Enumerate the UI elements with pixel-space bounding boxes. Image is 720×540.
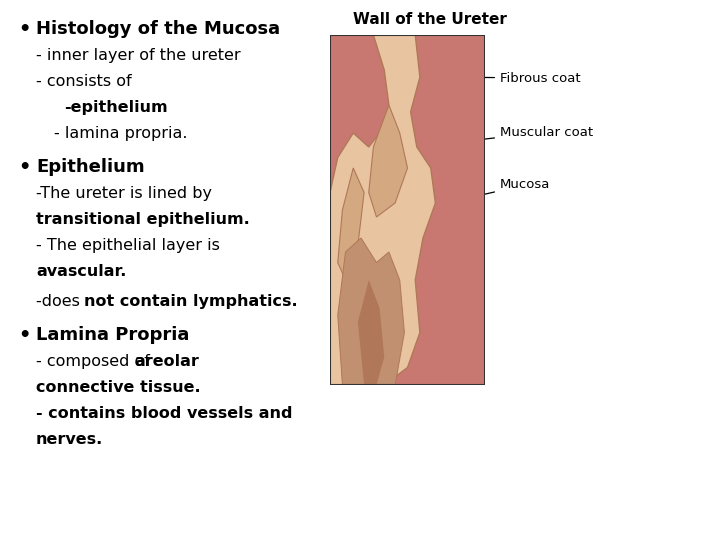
Polygon shape	[358, 280, 384, 385]
Text: nerves.: nerves.	[36, 432, 103, 447]
Text: - lamina propria.: - lamina propria.	[54, 126, 187, 141]
Polygon shape	[338, 238, 405, 385]
Text: not contain lymphatics.: not contain lymphatics.	[84, 294, 297, 309]
Text: Wall of the Ureter: Wall of the Ureter	[353, 12, 507, 27]
Text: •: •	[18, 20, 30, 39]
Text: - inner layer of the ureter: - inner layer of the ureter	[36, 48, 240, 63]
Text: -does: -does	[36, 294, 85, 309]
Text: - composed of: - composed of	[36, 354, 155, 369]
Text: -epithelium: -epithelium	[64, 100, 168, 115]
Text: •: •	[18, 326, 30, 345]
Text: Lamina Propria: Lamina Propria	[36, 326, 189, 344]
Polygon shape	[330, 35, 436, 385]
Text: •: •	[18, 158, 30, 177]
Text: Fibrous coat: Fibrous coat	[440, 71, 580, 84]
Text: transitional epithelium.: transitional epithelium.	[36, 212, 250, 227]
Polygon shape	[327, 0, 488, 28]
Text: -The ureter is lined by: -The ureter is lined by	[36, 186, 212, 201]
FancyBboxPatch shape	[330, 35, 485, 385]
Text: areolar: areolar	[134, 354, 199, 369]
Text: - contains blood vessels and: - contains blood vessels and	[36, 406, 292, 421]
Text: connective tissue.: connective tissue.	[36, 380, 201, 395]
Text: - The epithelial layer is: - The epithelial layer is	[36, 238, 220, 253]
Text: avascular.: avascular.	[36, 264, 127, 279]
Text: Epithelium: Epithelium	[36, 158, 145, 176]
Text: - consists of: - consists of	[36, 74, 132, 89]
Text: Histology of the Mucosa: Histology of the Mucosa	[36, 20, 280, 38]
Polygon shape	[338, 168, 364, 280]
Text: Mucosa: Mucosa	[419, 179, 550, 211]
Text: Muscular coat: Muscular coat	[419, 125, 593, 148]
Polygon shape	[369, 105, 408, 217]
